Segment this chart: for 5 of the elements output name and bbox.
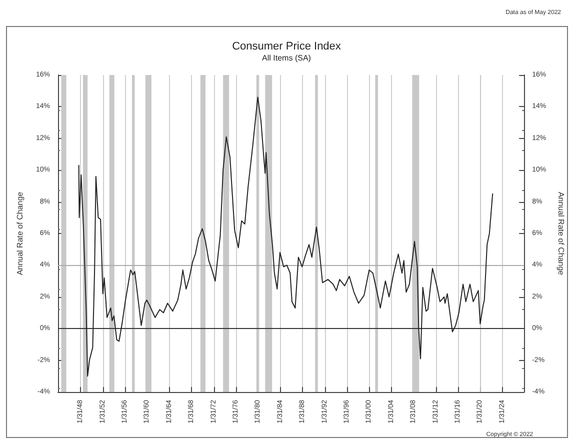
line-series <box>78 96 494 377</box>
chart-title: Consumer Price Index <box>232 40 342 52</box>
y-axis-title: Annual Rate of Change <box>16 191 24 276</box>
chart-subtitle: All Items (SA) <box>262 54 312 62</box>
y2-axis-title: Annual Rate of Change <box>556 192 566 276</box>
